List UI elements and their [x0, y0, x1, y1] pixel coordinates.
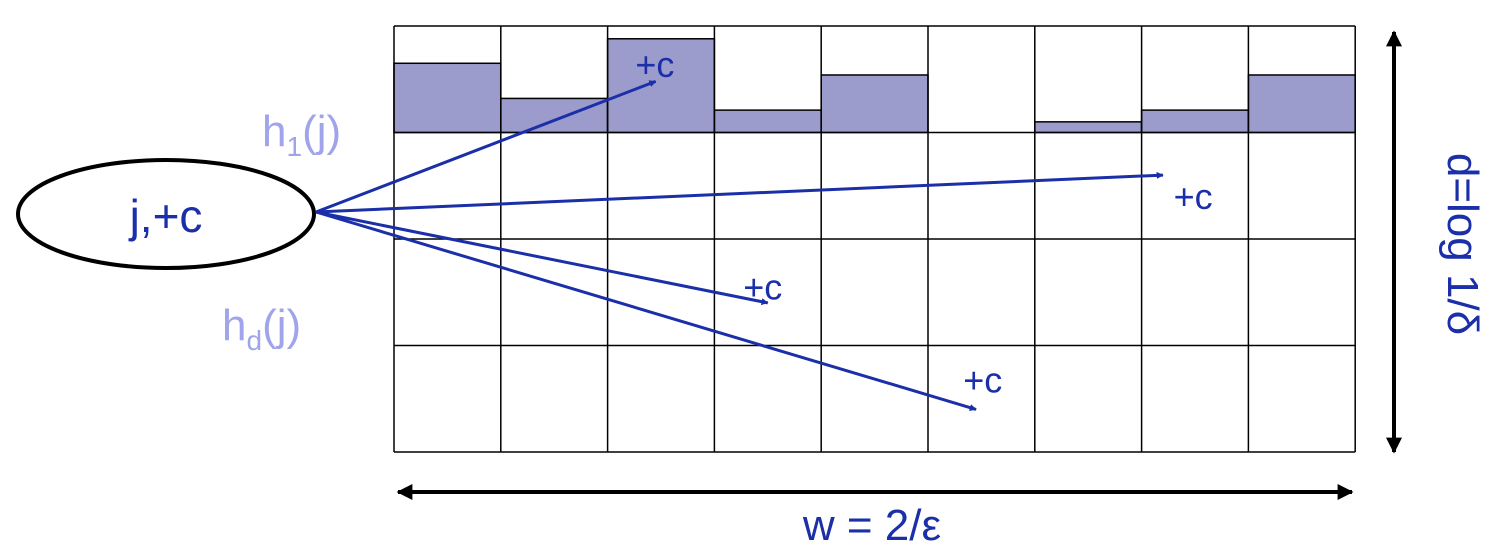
input-item-label: j,+c: [128, 190, 203, 242]
counter-fill-5: [820, 74, 929, 134]
input-item-ellipse: [16, 158, 316, 270]
sketch-grid: [393, 25, 1356, 453]
first-row-counters: [393, 38, 1356, 134]
counter-fill-8: [1140, 109, 1250, 134]
counter-fill-2: [500, 97, 609, 134]
hash-label-last: hd(j): [222, 301, 301, 356]
increment-label-row-2: +c: [1174, 176, 1213, 217]
hash-arrow-row-1: [315, 79, 657, 214]
hash-arrows: [315, 79, 1164, 411]
increment-label-row-3: +c: [743, 267, 782, 308]
hash-label-last-sub: d: [246, 325, 262, 356]
counter-fill-1: [393, 62, 502, 134]
hash-arrow-row-4: [315, 210, 977, 411]
hash-label-first-arg: (j): [302, 107, 341, 156]
counter-fill-7: [1034, 121, 1143, 134]
width-dimension-label: w = 2/ε: [802, 501, 941, 550]
increment-labels: +c +c +c +c: [635, 44, 1212, 400]
hash-arrow-row-2: [315, 171, 1164, 214]
hash-arrow-row-3: [315, 210, 769, 306]
increment-label-row-4: +c: [963, 359, 1002, 400]
hash-label-first-base: h: [262, 107, 286, 156]
counter-fill-4: [713, 109, 822, 134]
increment-label-row-1: +c: [635, 44, 674, 85]
counter-fill-9: [1247, 74, 1356, 134]
counter-fill-3: [606, 38, 716, 134]
hash-label-first-sub: 1: [286, 131, 302, 162]
hash-label-last-arg: (j): [262, 301, 301, 350]
hash-label-last-base: h: [222, 301, 246, 350]
depth-dimension-label: d=log 1/δ: [1438, 153, 1487, 335]
hash-label-first: h1(j): [262, 107, 341, 162]
